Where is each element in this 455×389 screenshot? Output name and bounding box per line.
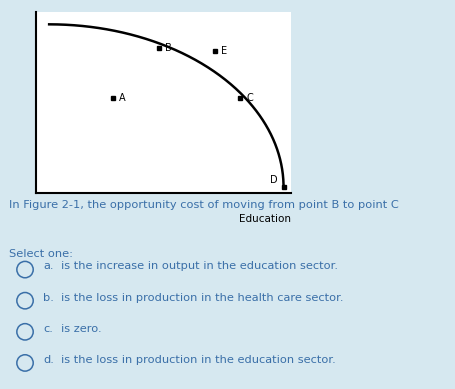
Text: B: B [165, 43, 172, 53]
Text: d.: d. [43, 355, 54, 365]
Text: Select one:: Select one: [9, 249, 73, 259]
Text: is the loss in production in the education sector.: is the loss in production in the educati… [61, 355, 336, 365]
Text: A: A [119, 93, 126, 103]
Text: C: C [247, 93, 253, 103]
Text: Education: Education [239, 214, 291, 224]
Text: b.: b. [43, 293, 54, 303]
Text: is zero.: is zero. [61, 324, 102, 334]
Text: c.: c. [43, 324, 53, 334]
Text: a.: a. [43, 261, 54, 272]
Text: E: E [221, 46, 227, 56]
Text: is the increase in output in the education sector.: is the increase in output in the educati… [61, 261, 339, 272]
Text: D: D [269, 175, 277, 185]
Text: In Figure 2-1, the opportunity cost of moving from point B to point C: In Figure 2-1, the opportunity cost of m… [9, 200, 399, 210]
Text: is the loss in production in the health care sector.: is the loss in production in the health … [61, 293, 344, 303]
